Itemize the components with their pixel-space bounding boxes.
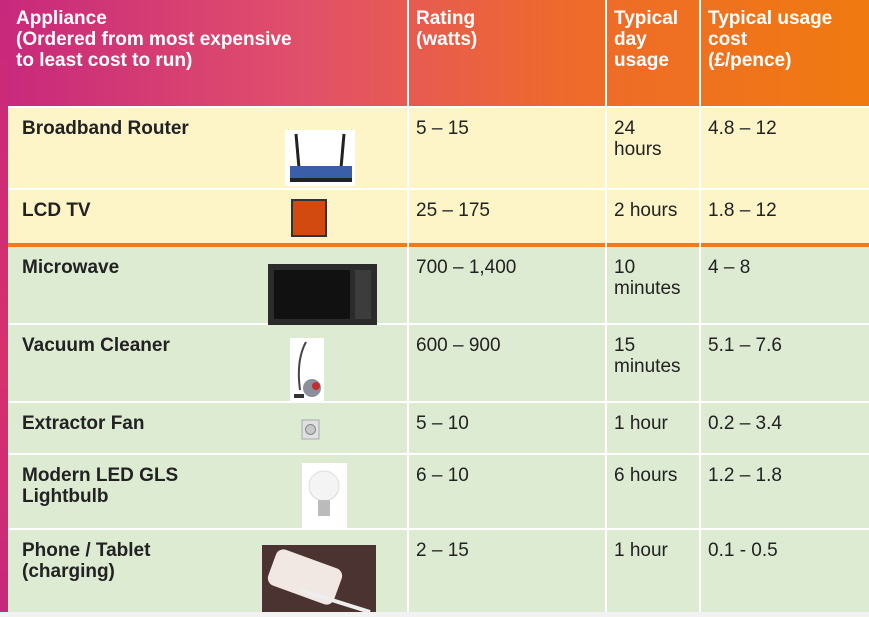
table-cell: Broadband Router (8, 108, 408, 188)
table-cell: Microwave (8, 247, 408, 323)
table-cell: 1.8 – 12 (700, 190, 869, 243)
table-cell: Phone / Tablet (charging) (8, 530, 408, 612)
table-cell: 1 hour (606, 530, 700, 612)
table-cell: 1.2 – 1.8 (700, 455, 869, 528)
table-cell: 6 hours (606, 455, 700, 528)
column-separator (407, 0, 409, 612)
table-cell: 1 hour (606, 403, 700, 453)
table-cell: 4.8 – 12 (700, 108, 869, 188)
table-cell: 15 minutes (606, 325, 700, 401)
table-cell: 0.1 - 0.5 (700, 530, 869, 612)
table-cell: 4 – 8 (700, 247, 869, 323)
table-cell: 5.1 – 7.6 (700, 325, 869, 401)
table-cell: Extractor Fan (8, 403, 408, 453)
table-cell: 10 minutes (606, 247, 700, 323)
appliance-table: Appliance (Ordered from most expensive t… (0, 0, 869, 612)
header-cell: Typical day usage (606, 0, 700, 106)
table-cell: 600 – 900 (408, 325, 606, 401)
table-cell: 24 hours (606, 108, 700, 188)
left-strip (0, 0, 8, 612)
table-cell: 700 – 1,400 (408, 247, 606, 323)
table-cell: Modern LED GLS Lightbulb (8, 455, 408, 528)
table-cell: 5 – 15 (408, 108, 606, 188)
table-cell: 6 – 10 (408, 455, 606, 528)
header-cell: Appliance (Ordered from most expensive t… (8, 0, 408, 106)
table-cell: 25 – 175 (408, 190, 606, 243)
column-separator (699, 0, 701, 612)
table-cell: 2 – 15 (408, 530, 606, 612)
table-cell: Vacuum Cleaner (8, 325, 408, 401)
table-cell: 2 hours (606, 190, 700, 243)
header-cell: Rating (watts) (408, 0, 606, 106)
table-cell: 0.2 – 3.4 (700, 403, 869, 453)
column-separator (605, 0, 607, 612)
page: Appliance (Ordered from most expensive t… (0, 0, 869, 617)
header-cell: Typical usage cost (£/pence) (700, 0, 869, 106)
table-cell: 5 – 10 (408, 403, 606, 453)
table-cell: LCD TV (8, 190, 408, 243)
